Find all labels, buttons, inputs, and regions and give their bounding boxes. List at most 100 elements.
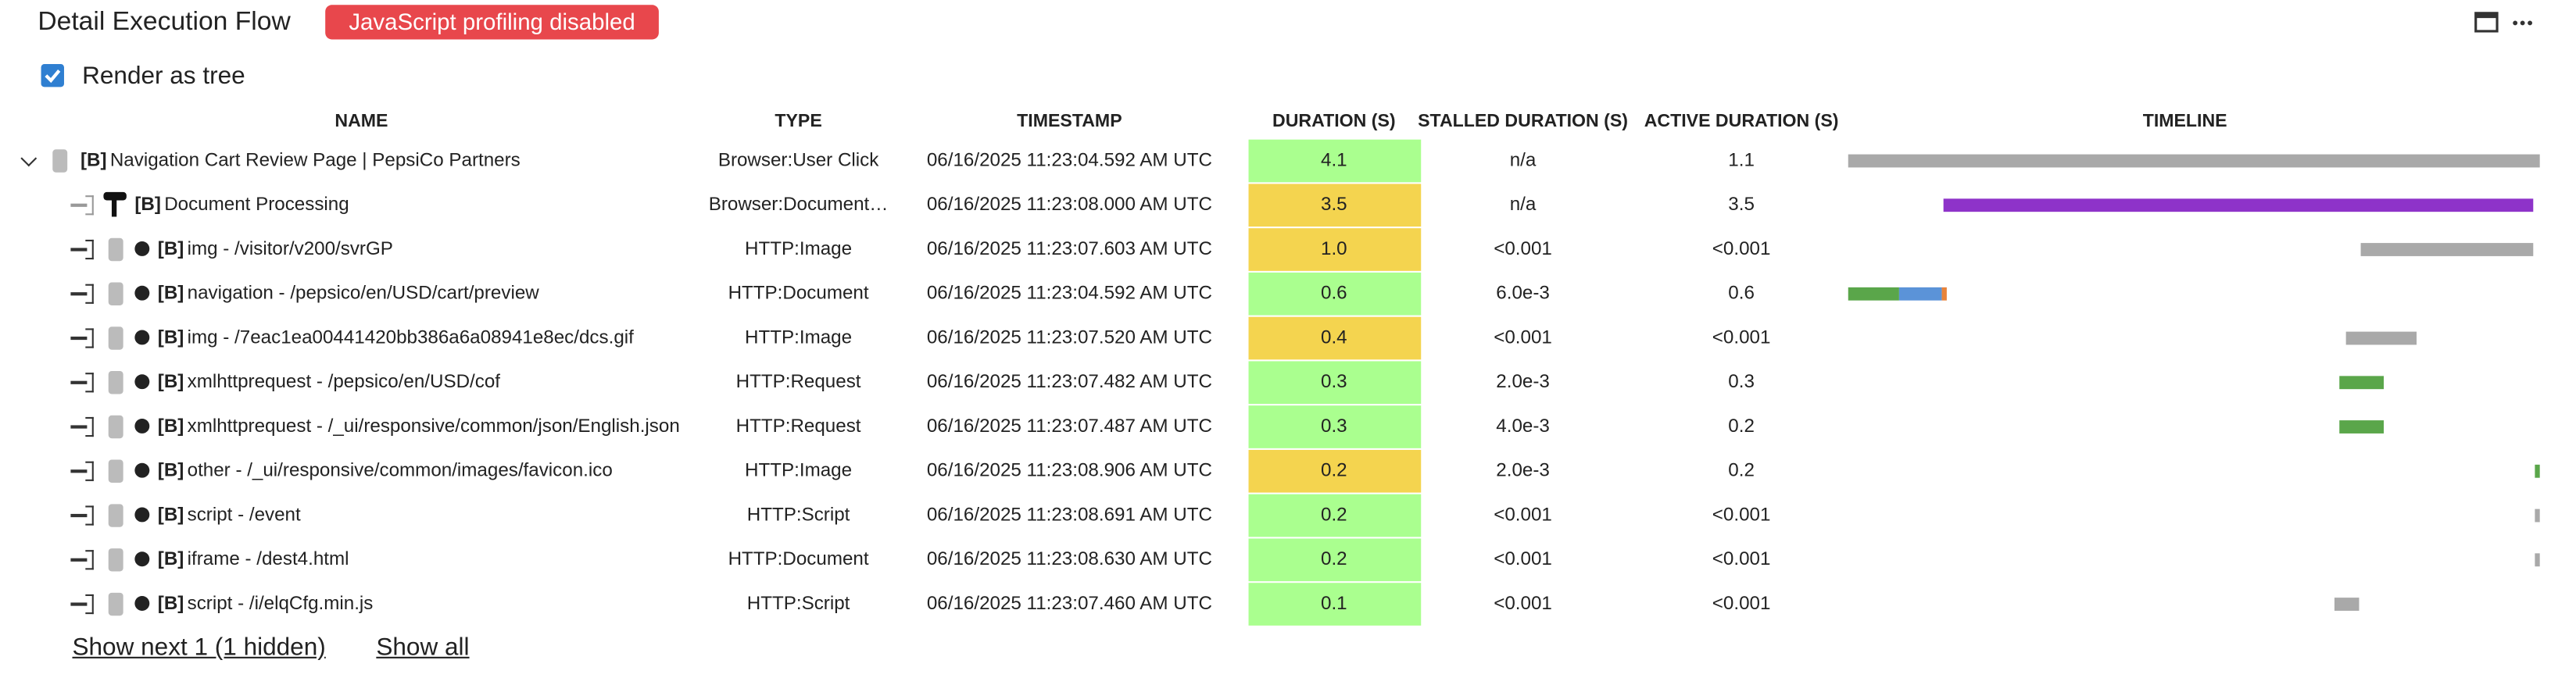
timeline-bar bbox=[1848, 154, 2540, 168]
arrow-door bbox=[85, 195, 94, 216]
row-stalled: <0.001 bbox=[1494, 328, 1552, 348]
row-type: HTTP:Script bbox=[746, 594, 850, 615]
row-tag: [B] bbox=[157, 328, 184, 348]
row-timestamp: 06/16/2025 11:23:08.691 AM UTC bbox=[926, 505, 1212, 526]
arrow-shape bbox=[70, 558, 88, 562]
row-timestamp: 06/16/2025 11:23:04.592 AM UTC bbox=[926, 284, 1212, 304]
row-stalled: 4.0e-3 bbox=[1496, 416, 1550, 437]
row-type: HTTP:Document bbox=[728, 550, 869, 570]
row-active: 0.2 bbox=[1728, 461, 1755, 481]
timeline-bar bbox=[2334, 598, 2360, 611]
row-tag: [B] bbox=[157, 505, 184, 526]
duration-cell bbox=[1248, 583, 1422, 626]
row-stalled: 2.0e-3 bbox=[1496, 373, 1550, 393]
row-duration: 1.0 bbox=[1321, 239, 1347, 260]
row-stalled: <0.001 bbox=[1494, 594, 1552, 615]
column-header[interactable]: STALLED DURATION (S) bbox=[1418, 111, 1628, 132]
render-tree-checkbox[interactable] bbox=[41, 63, 64, 87]
resource-icon bbox=[108, 548, 123, 572]
column-header[interactable]: TIMESTAMP bbox=[1017, 111, 1122, 132]
panel-icons[interactable] bbox=[2474, 12, 2540, 34]
info-icon bbox=[134, 419, 150, 434]
row-active: 0.2 bbox=[1728, 416, 1755, 437]
duration-cell bbox=[1248, 272, 1422, 316]
row-tag: [B] bbox=[80, 151, 107, 171]
expand-chevron[interactable] bbox=[20, 150, 38, 167]
column-header[interactable]: TIMELINE bbox=[2142, 111, 2227, 132]
row-tag: [B] bbox=[157, 239, 184, 260]
show-next-link[interactable]: Show next 1 (1 hidden) bbox=[72, 633, 326, 662]
duration-cell bbox=[1248, 139, 1422, 183]
show-all-link[interactable]: Show all bbox=[376, 633, 470, 662]
arrow-shape bbox=[70, 602, 88, 606]
row-duration: 0.6 bbox=[1321, 284, 1347, 304]
arrow-door bbox=[85, 461, 94, 481]
row-name: script - /i/elqCfg.min.js bbox=[187, 594, 374, 615]
arrow-shape bbox=[70, 248, 88, 252]
resource-icon bbox=[108, 459, 123, 483]
row-type: HTTP:Image bbox=[745, 239, 853, 260]
row-duration: 0.2 bbox=[1321, 550, 1347, 570]
row-tag: [B] bbox=[157, 284, 184, 304]
row-active: 3.5 bbox=[1728, 195, 1755, 216]
timeline-bar bbox=[2345, 331, 2417, 345]
resource-icon bbox=[108, 237, 123, 262]
resource-icon bbox=[108, 592, 123, 616]
row-active: <0.001 bbox=[1712, 328, 1771, 348]
row-active: 1.1 bbox=[1728, 151, 1755, 171]
info-icon bbox=[134, 374, 150, 390]
brush-handle bbox=[111, 200, 117, 217]
row-timestamp: 06/16/2025 11:23:04.592 AM UTC bbox=[926, 151, 1212, 171]
row-active: <0.001 bbox=[1712, 239, 1771, 260]
info-icon bbox=[134, 551, 150, 567]
duration-cell bbox=[1248, 538, 1422, 582]
arrow-door bbox=[85, 284, 94, 304]
row-name: xmlhttprequest - /pepsico/en/USD/cof bbox=[187, 373, 501, 393]
row-duration: 0.1 bbox=[1321, 594, 1347, 615]
column-header[interactable]: ACTIVE DURATION (S) bbox=[1644, 111, 1839, 132]
arrow-shape bbox=[70, 380, 88, 384]
duration-cell bbox=[1248, 449, 1422, 493]
row-stalled: 6.0e-3 bbox=[1496, 284, 1550, 304]
row-tag: [B] bbox=[157, 416, 184, 437]
row-stalled: <0.001 bbox=[1494, 239, 1552, 260]
row-type: Browser:Document… bbox=[708, 195, 889, 216]
duration-cell bbox=[1248, 228, 1422, 271]
row-timestamp: 06/16/2025 11:23:07.487 AM UTC bbox=[926, 416, 1212, 437]
row-tag: [B] bbox=[157, 461, 184, 481]
arrow-door bbox=[85, 550, 94, 570]
row-duration: 0.2 bbox=[1321, 505, 1347, 526]
row-stalled: n/a bbox=[1509, 151, 1537, 171]
page-icon bbox=[52, 149, 68, 173]
resource-icon bbox=[108, 504, 123, 527]
timeline-bar bbox=[1848, 287, 1899, 301]
row-tag: [B] bbox=[157, 373, 184, 393]
row-type: HTTP:Image bbox=[745, 328, 853, 348]
column-header[interactable]: NAME bbox=[335, 111, 388, 132]
row-active: <0.001 bbox=[1712, 594, 1771, 615]
arrow-door bbox=[85, 594, 94, 615]
column-header[interactable]: TYPE bbox=[775, 111, 822, 132]
checkbox-label[interactable]: Render as tree bbox=[82, 62, 245, 91]
timeline-bar bbox=[2535, 508, 2540, 523]
resource-icon bbox=[108, 282, 123, 305]
timeline-bar bbox=[1943, 198, 2534, 212]
row-stalled: 2.0e-3 bbox=[1496, 461, 1550, 481]
profiling-badge: JavaScript profiling disabled bbox=[325, 5, 659, 40]
row-name: img - /visitor/v200/svrGP bbox=[187, 239, 393, 260]
row-type: HTTP:Request bbox=[735, 373, 861, 393]
column-header[interactable]: DURATION (S) bbox=[1272, 111, 1396, 132]
row-name: iframe - /dest4.html bbox=[187, 550, 349, 570]
row-name: img - /7eac1ea00441420bb386a6a08941e8ec/… bbox=[187, 328, 634, 348]
info-icon bbox=[134, 596, 150, 611]
row-active: 0.6 bbox=[1728, 284, 1755, 304]
info-icon bbox=[134, 285, 150, 301]
row-duration: 4.1 bbox=[1321, 151, 1347, 171]
row-active: <0.001 bbox=[1712, 550, 1771, 570]
row-stalled: n/a bbox=[1509, 195, 1537, 216]
arrow-shape bbox=[70, 292, 88, 296]
info-icon bbox=[134, 241, 150, 256]
row-active: <0.001 bbox=[1712, 505, 1771, 526]
